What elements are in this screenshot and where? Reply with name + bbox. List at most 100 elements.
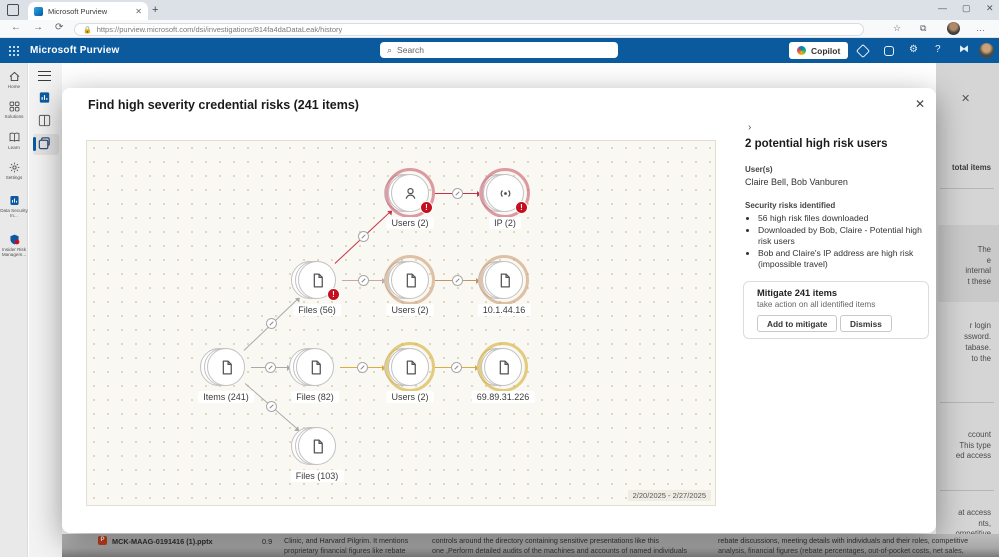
- graph-node-files82[interactable]: [289, 348, 334, 386]
- background-text-fragment: ompetitive: [955, 529, 991, 538]
- home-icon: [9, 71, 19, 82]
- history-pages-icon[interactable]: [37, 136, 52, 151]
- back-icon[interactable]: ←: [11, 22, 21, 33]
- feedback-icon[interactable]: ⧓: [959, 44, 969, 55]
- investigations-icon[interactable]: [37, 90, 52, 105]
- dialog-close-icon[interactable]: ✕: [915, 97, 926, 111]
- insider-risk-icon: [9, 234, 19, 245]
- edge-operator-icon: [358, 231, 369, 242]
- background-table-strip: [62, 534, 999, 557]
- risk-item: Bob and Claire's IP address are high ris…: [758, 248, 928, 270]
- background-text-fragment: tabase.: [965, 343, 991, 352]
- browser-profile-avatar[interactable]: [947, 22, 960, 35]
- url-text: https://purview.microsoft.com/dsi/invest…: [96, 25, 343, 34]
- edge-operator-icon: [266, 401, 277, 412]
- learn-icon: [9, 132, 19, 142]
- browser-tab[interactable]: Microsoft Purview ✕: [28, 2, 148, 20]
- edge-operator-icon: [266, 318, 277, 329]
- edge-operator-icon: [452, 187, 463, 199]
- background-panel-close-icon[interactable]: ✕: [961, 93, 971, 105]
- background-text-fragment: This type: [959, 441, 991, 450]
- browser-menu-icon[interactable]: …: [976, 23, 985, 33]
- solutions-icon: [9, 101, 19, 112]
- favorites-icon[interactable]: ☆: [893, 23, 902, 33]
- graph-node-label: 10.1.44.16: [477, 304, 531, 316]
- settings-icon[interactable]: ⚙: [909, 44, 918, 55]
- nav-selected-highlight: [33, 134, 59, 155]
- powerpoint-file-icon: P: [98, 536, 107, 545]
- graph-node-ip10[interactable]: [478, 255, 529, 305]
- background-text-fragment: total items: [952, 163, 991, 172]
- graph-node-files56[interactable]: !: [291, 261, 340, 301]
- graph-node-label: Files (82): [291, 391, 339, 403]
- graph-node-users3[interactable]: [384, 342, 435, 392]
- help-icon[interactable]: ?: [935, 44, 941, 55]
- browser-tab-strip: Microsoft Purview ✕ + — ▢ ✕: [0, 0, 999, 20]
- sidebar-item-solutions[interactable]: Solutions: [0, 100, 28, 119]
- risks-label: Security risks identified: [745, 201, 836, 210]
- file-icon: [311, 360, 321, 374]
- graph-canvas[interactable]: ! Users (2)! IP (2)! Files (56) Users (2) 10.…: [86, 140, 716, 506]
- background-text-fragment: The: [977, 245, 991, 254]
- risk-details-panel: › 2 potential high risk users User(s) Cl…: [740, 118, 936, 518]
- window-maximize-button[interactable]: ▢: [962, 3, 971, 13]
- risk-list: 56 high risk files downloaded Downloaded…: [748, 213, 928, 271]
- sidebar-item-insider-risk[interactable]: Insider Risk Managem...: [0, 233, 28, 258]
- reports-icon[interactable]: [37, 113, 52, 128]
- background-text-fragment: r login: [969, 321, 991, 330]
- dismiss-button[interactable]: Dismiss: [840, 315, 892, 332]
- edge-operator-icon: [451, 361, 462, 373]
- new-tab-button[interactable]: +: [152, 4, 159, 16]
- tab-close-icon[interactable]: ✕: [135, 6, 142, 16]
- notifications-icon[interactable]: [884, 46, 894, 56]
- sidebar-item-data-security[interactable]: Data Security In...: [0, 194, 28, 219]
- window-minimize-button[interactable]: —: [938, 3, 947, 13]
- collections-icon[interactable]: ⧉: [920, 23, 927, 33]
- background-text-fragment: internal: [965, 266, 991, 275]
- background-table-cell: rebate discussions, meeting details with…: [718, 536, 969, 555]
- account-avatar[interactable]: [979, 43, 994, 58]
- file-icon: [406, 273, 416, 287]
- sidebar-item-learn[interactable]: Learn: [0, 131, 28, 150]
- copilot-label: Copilot: [811, 45, 841, 56]
- app-launcher-icon[interactable]: [8, 45, 19, 56]
- panel-title: 2 potential high risk users: [745, 138, 888, 150]
- mitigate-title: Mitigate 241 items: [757, 288, 838, 298]
- add-to-mitigate-button[interactable]: Add to mitigate: [757, 315, 838, 332]
- graph-node-ip69[interactable]: [477, 342, 528, 392]
- global-search-input[interactable]: ⌕ Search: [380, 42, 618, 58]
- refresh-icon[interactable]: ⟳: [55, 22, 64, 33]
- tab-title: Microsoft Purview: [48, 6, 108, 16]
- graph-node-users2[interactable]: [384, 255, 435, 305]
- background-text-fragment: at access: [958, 508, 991, 517]
- graph-node-users1[interactable]: !: [384, 168, 435, 218]
- window-close-button[interactable]: ✕: [986, 3, 994, 13]
- graph-node-label: 69.89.31.226: [471, 391, 535, 403]
- file-icon: [313, 273, 323, 287]
- primary-nav-rail: [0, 63, 28, 557]
- hamburger-menu-icon[interactable]: [38, 71, 51, 81]
- graph-node-files103[interactable]: [291, 427, 336, 465]
- background-text-fragment: ccount: [968, 430, 991, 439]
- risk-badge-icon: !: [327, 288, 340, 301]
- panel-collapse-icon[interactable]: ›: [748, 122, 752, 133]
- file-icon: [406, 360, 416, 374]
- mitigate-subtitle: take action on all identified items: [757, 300, 876, 309]
- data-security-icon: [9, 196, 19, 205]
- background-table-cell: controls around the directory containing…: [432, 536, 687, 555]
- background-card: [938, 225, 999, 302]
- graph-node-label: Users (2): [386, 304, 434, 316]
- risk-item: Downloaded by Bob, Claire - Potential hi…: [758, 225, 928, 247]
- graph-node-label: Items (241): [198, 391, 254, 403]
- address-bar[interactable]: 🔒 https://purview.microsoft.com/dsi/inve…: [74, 23, 864, 36]
- window-icon: [7, 4, 19, 16]
- ip-broadcast-icon: [500, 189, 510, 197]
- search-icon: ⌕: [387, 44, 393, 55]
- lock-icon: 🔒: [83, 26, 92, 34]
- graph-node-items241[interactable]: [200, 348, 245, 386]
- sidebar-item-settings[interactable]: Settings: [0, 161, 28, 180]
- sidebar-item-home[interactable]: Home: [0, 70, 28, 89]
- graph-node-ip2[interactable]: !: [479, 168, 530, 218]
- forward-icon[interactable]: →: [33, 22, 43, 33]
- copilot-button[interactable]: Copilot: [789, 42, 849, 59]
